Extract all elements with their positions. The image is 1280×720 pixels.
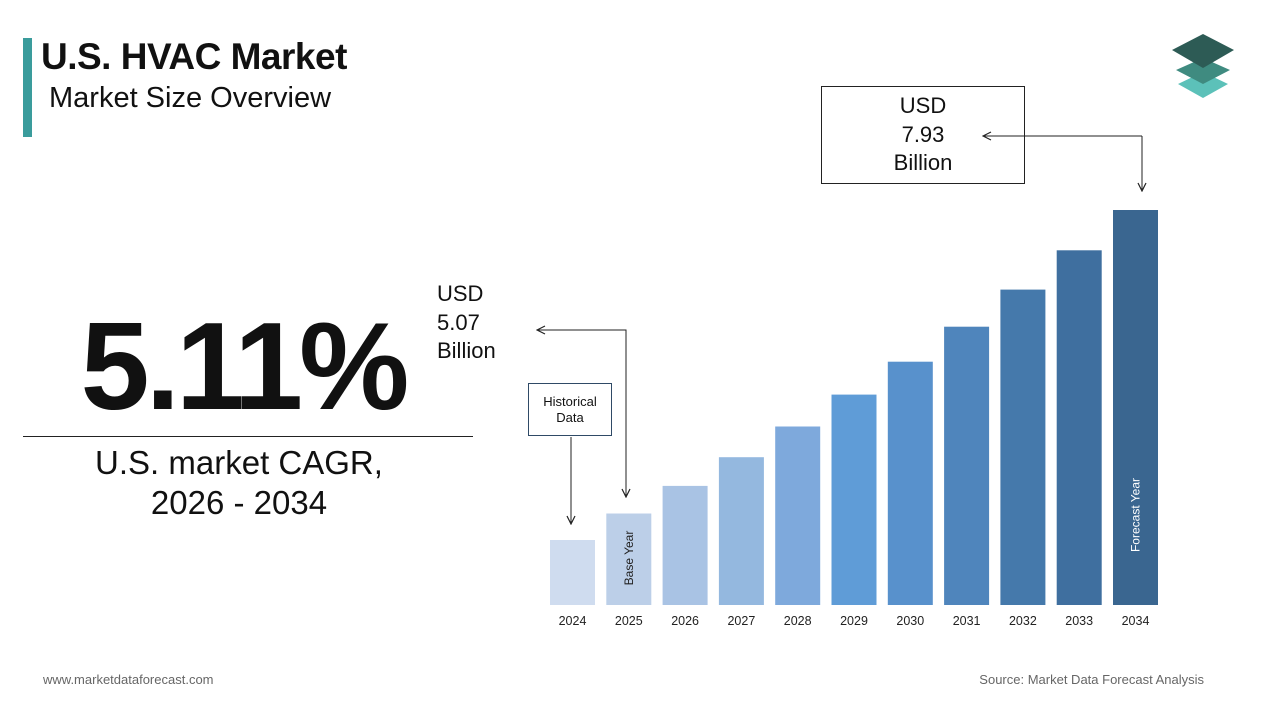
page-title: U.S. HVAC Market <box>41 36 347 77</box>
source-note: Source: Market Data Forecast Analysis <box>979 672 1204 687</box>
x-tick-label-2030: 2030 <box>896 614 924 628</box>
bar-annotation-2025: Base Year <box>622 531 636 586</box>
x-tick-label-2031: 2031 <box>953 614 981 628</box>
bar-2027 <box>718 457 764 605</box>
bar-2026 <box>662 485 708 605</box>
website-link[interactable]: www.marketdataforecast.com <box>43 672 214 687</box>
bar-2031 <box>944 326 990 605</box>
cagr-label: U.S. market CAGR, 2026 - 2034 <box>95 444 383 521</box>
x-tick-label-2028: 2028 <box>784 614 812 628</box>
logo-layer-top <box>1172 34 1234 68</box>
brand-logo-icon <box>1172 34 1234 98</box>
x-tick-label-2025: 2025 <box>615 614 643 628</box>
bar-2029 <box>831 394 877 605</box>
start-value-callout: USD 5.07 Billion <box>437 281 496 363</box>
logo-layer-middle <box>1176 58 1230 84</box>
accent-bar <box>23 38 32 137</box>
x-tick-label-2034: 2034 <box>1122 614 1150 628</box>
cagr-value: 5.11% <box>80 298 410 436</box>
x-tick-label-2033: 2033 <box>1065 614 1093 628</box>
bar-2030 <box>887 361 933 605</box>
bar-2025 <box>606 513 652 605</box>
x-tick-label-2026: 2026 <box>671 614 699 628</box>
bar-2033 <box>1056 250 1102 606</box>
x-tick-label-2027: 2027 <box>727 614 755 628</box>
end-value-callout: USD 7.93 Billion <box>821 86 1025 184</box>
divider <box>23 436 473 437</box>
bar-2032 <box>1000 289 1046 605</box>
bar-annotation-2034: Forecast Year <box>1129 478 1143 552</box>
x-tick-label-2024: 2024 <box>559 614 587 628</box>
page-subtitle: Market Size Overview <box>49 82 332 114</box>
x-tick-label-2029: 2029 <box>840 614 868 628</box>
historical-data-box: Historical Data <box>528 383 612 436</box>
bar-2034 <box>1113 210 1158 605</box>
x-tick-label-2032: 2032 <box>1009 614 1037 628</box>
bar-2028 <box>775 426 821 605</box>
bar-2024 <box>550 540 595 605</box>
logo-layer-bottom <box>1178 72 1228 98</box>
